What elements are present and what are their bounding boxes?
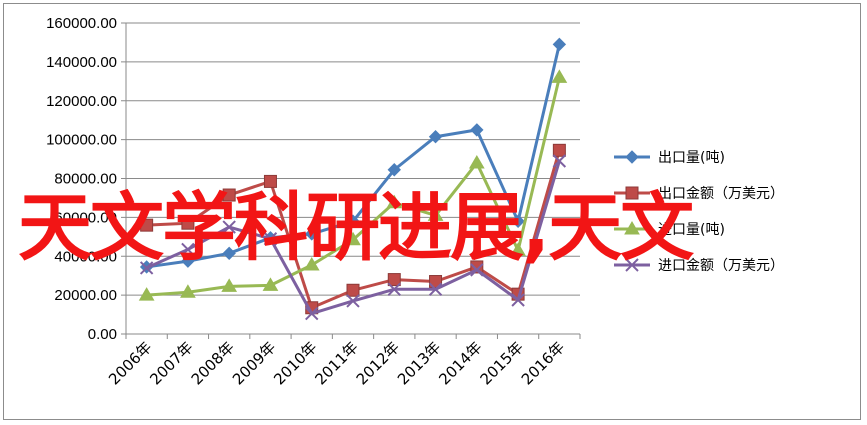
x-tick-label: 2015年 [477,338,527,388]
legend-label: 出口金额（万美元） [658,186,784,202]
data-point-x [346,294,360,308]
data-point-triangle [551,69,568,83]
plot-series [138,37,568,321]
y-tick-label: 20000.00 [54,287,117,304]
data-point-triangle [345,231,361,246]
y-tick-label: 60000.00 [54,209,117,226]
data-point-triangle [427,207,444,221]
data-point-triangle [303,257,320,271]
x-tick-label: 2012年 [353,338,403,388]
data-point-x [428,282,443,297]
data-point-x [470,263,484,277]
data-point-triangle [138,287,155,301]
data-point-diamond [625,150,639,164]
data-point-square [429,275,443,289]
data-point-x [511,293,525,307]
axes: 0.00 20000.00 40000.00 60000.00 80000.00 1000… [46,15,581,388]
data-point-x [222,220,236,234]
legend-item-1: 出口量(吨) [614,150,725,166]
series-4 [139,154,567,321]
x-tick-label: 2016年 [518,338,568,388]
legend-item-3: 进口量(吨) [614,221,725,238]
series-line [146,77,561,297]
x-tick-label: 2009年 [229,338,279,388]
data-point-triangle [180,284,196,298]
x-tick-label: 2013年 [394,338,444,388]
data-point-x [139,261,154,275]
data-point-diamond [470,123,484,137]
data-point-triangle [221,278,238,292]
legend-label: 出口量(吨) [658,150,725,166]
data-point-diamond [552,37,567,52]
data-point-square [387,273,401,287]
legend: 出口量(吨) 出口金额（万美元） 进口量(吨) 进口金额（万美元） [614,150,784,274]
data-point-square [181,216,195,230]
data-point-triangle [386,194,403,209]
data-point-triangle [624,221,640,235]
x-tick-label: 2007年 [146,338,196,388]
y-tick-label: 40000.00 [54,248,117,265]
data-point-x [387,282,401,297]
data-point-square [552,143,566,157]
data-point-diamond [428,130,443,144]
data-point-diamond [346,214,360,228]
data-point-square [222,188,236,202]
data-point-triangle [468,154,485,169]
legend-label: 进口金额（万美元） [658,258,784,274]
legend-item-2: 出口金额（万美元） [614,186,784,202]
data-point-diamond [387,163,401,177]
data-point-diamond [305,227,319,241]
y-tick-label: 140000.00 [46,54,117,71]
x-tick-label: 2011年 [311,338,361,388]
data-point-diamond [181,254,195,268]
x-tick-label: 2006年 [105,338,155,388]
y-tick-label: 120000.00 [46,93,117,110]
legend-label: 进口量(吨) [658,222,725,238]
y-tick-label: 100000.00 [46,132,117,149]
gridlines [126,22,580,296]
x-tick-label: 2008年 [188,338,238,388]
data-point-triangle [510,242,526,256]
series-3 [138,69,568,301]
x-tick-label: 2010年 [270,338,320,388]
data-point-square [140,218,154,232]
data-point-triangle [262,277,279,291]
data-point-square [263,174,277,188]
y-tick-label: 160000.00 [46,15,117,32]
data-point-x [625,258,639,272]
data-point-x [263,232,278,246]
data-point-diamond [511,214,525,228]
data-point-square [346,283,360,297]
y-tick-label: 80000.00 [54,171,117,188]
data-point-x [305,306,319,321]
legend-item-4: 进口金额（万美元） [614,258,784,274]
x-tick-label: 2014年 [435,338,485,388]
y-tick-label: 0.00 [88,326,117,343]
data-point-x [181,242,195,257]
chart-frame [3,3,861,420]
data-point-x [552,154,567,168]
data-point-square [625,186,639,200]
data-point-diamond [222,246,236,261]
